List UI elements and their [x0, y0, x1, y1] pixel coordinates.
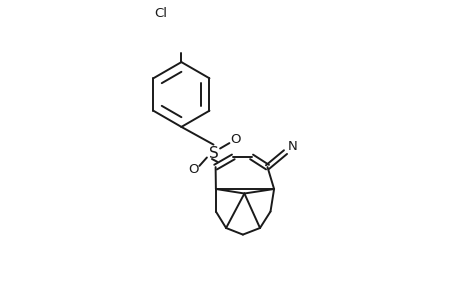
Text: S: S: [208, 146, 218, 160]
Text: Cl: Cl: [154, 7, 167, 20]
Text: O: O: [230, 133, 240, 146]
Text: O: O: [188, 163, 198, 176]
Text: N: N: [287, 140, 297, 153]
